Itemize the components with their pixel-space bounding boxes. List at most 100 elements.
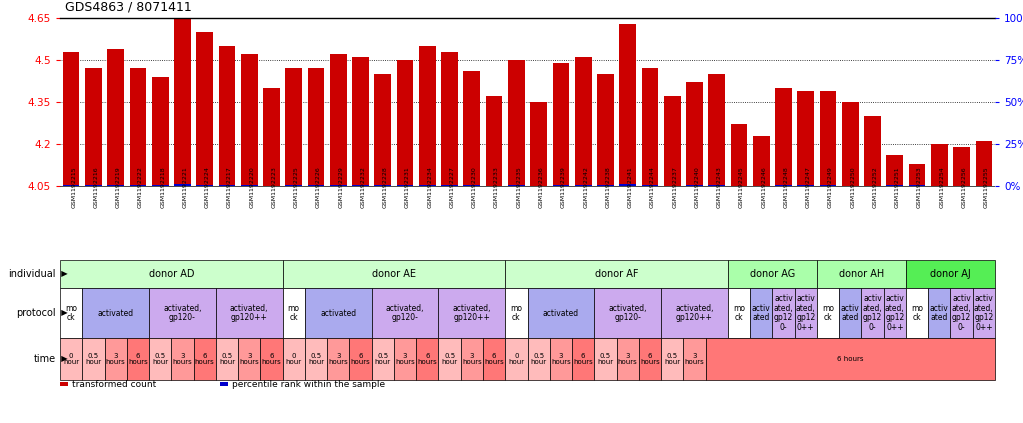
Bar — [727, 260, 817, 288]
Text: GSM1192238: GSM1192238 — [606, 167, 611, 208]
Bar — [597, 74, 614, 186]
Bar — [282, 260, 505, 288]
Text: percentile rank within the sample: percentile rank within the sample — [232, 379, 386, 388]
Bar — [263, 88, 280, 186]
Text: transformed count: transformed count — [73, 379, 157, 388]
Bar — [460, 338, 483, 380]
Bar — [308, 69, 324, 186]
Bar — [127, 338, 149, 380]
Text: GSM1192228: GSM1192228 — [383, 167, 388, 208]
Text: activ
ated: activ ated — [930, 304, 948, 322]
Bar — [505, 260, 727, 288]
Bar — [483, 338, 505, 380]
Bar — [839, 288, 861, 338]
Text: 3
hours: 3 hours — [462, 353, 482, 365]
Text: 0.5
hour: 0.5 hour — [85, 353, 101, 365]
Text: mo
ck: mo ck — [65, 304, 77, 322]
Bar — [394, 338, 416, 380]
Bar — [686, 82, 703, 186]
Bar — [439, 288, 505, 338]
Bar — [62, 185, 80, 186]
Bar — [928, 288, 950, 338]
Bar — [219, 46, 235, 186]
Bar — [950, 288, 973, 338]
Text: GSM1192224: GSM1192224 — [205, 167, 210, 209]
Bar — [107, 185, 124, 186]
Bar — [149, 288, 216, 338]
Bar — [819, 91, 837, 186]
Bar — [661, 288, 727, 338]
Bar — [528, 288, 594, 338]
Text: donor AF: donor AF — [594, 269, 638, 279]
Text: activ
ated: activ ated — [841, 304, 859, 322]
Bar — [305, 288, 371, 338]
Text: activ
ated,
gp12
0++: activ ated, gp12 0++ — [885, 294, 904, 332]
Bar — [85, 69, 101, 186]
Bar — [416, 338, 439, 380]
Bar — [706, 338, 995, 380]
Bar — [130, 185, 146, 186]
Text: 0.5
hour: 0.5 hour — [152, 353, 168, 365]
Text: activated,
gp120++: activated, gp120++ — [452, 304, 491, 322]
Bar — [216, 338, 238, 380]
Text: mo
ck: mo ck — [510, 304, 523, 322]
Text: GSM1192223: GSM1192223 — [271, 167, 276, 209]
Bar — [884, 288, 906, 338]
Bar — [572, 338, 594, 380]
Text: 0.5
hour: 0.5 hour — [442, 353, 457, 365]
Bar — [664, 96, 680, 186]
Text: 3
hours: 3 hours — [618, 353, 637, 365]
Text: GSM1192225: GSM1192225 — [294, 167, 299, 208]
Bar — [282, 288, 305, 338]
Bar — [708, 185, 725, 186]
Bar — [330, 185, 347, 186]
Text: 0.5
hour: 0.5 hour — [219, 353, 235, 365]
Text: mo
ck: mo ck — [822, 304, 834, 322]
Bar — [505, 338, 528, 380]
Text: time: time — [34, 354, 56, 364]
Bar — [575, 185, 591, 186]
Text: 0.5
hour: 0.5 hour — [664, 353, 680, 365]
Bar — [973, 288, 995, 338]
Text: GDS4863 / 8071411: GDS4863 / 8071411 — [65, 1, 191, 14]
Text: 6
hours: 6 hours — [351, 353, 370, 365]
Bar — [419, 185, 436, 186]
Bar — [240, 185, 258, 186]
Bar — [107, 49, 124, 186]
Text: GSM1192245: GSM1192245 — [739, 167, 744, 208]
Bar — [82, 338, 104, 380]
Bar — [597, 185, 614, 186]
Text: 0
hour: 0 hour — [63, 353, 79, 365]
Text: GSM1192246: GSM1192246 — [761, 167, 766, 208]
Bar — [174, 184, 190, 186]
Text: activ
ated,
gp12
0++: activ ated, gp12 0++ — [796, 294, 815, 332]
Text: GSM1192229: GSM1192229 — [339, 167, 344, 209]
Text: 0
hour: 0 hour — [285, 353, 302, 365]
Text: activated: activated — [543, 308, 579, 318]
Text: activ
ated,
gp12
0++: activ ated, gp12 0++ — [974, 294, 993, 332]
Bar — [463, 185, 480, 186]
Bar — [775, 185, 792, 186]
Bar — [797, 91, 814, 186]
Bar — [419, 46, 436, 186]
Bar — [371, 288, 439, 338]
Text: 6
hours: 6 hours — [194, 353, 215, 365]
Bar — [174, 18, 190, 186]
Text: GSM1192233: GSM1192233 — [494, 167, 499, 209]
Text: GSM1192227: GSM1192227 — [449, 167, 454, 209]
Text: ▶: ▶ — [56, 354, 68, 363]
Bar — [906, 288, 928, 338]
Text: activ
ated: activ ated — [752, 304, 770, 322]
Bar — [151, 185, 169, 186]
Bar — [549, 338, 572, 380]
Bar — [397, 185, 413, 186]
Bar — [196, 32, 213, 186]
Text: activ
ated,
gp12
0-: activ ated, gp12 0- — [862, 294, 883, 332]
Bar — [219, 185, 235, 186]
Bar — [617, 338, 638, 380]
Bar — [371, 338, 394, 380]
Bar — [906, 260, 995, 288]
Text: activated: activated — [97, 308, 134, 318]
Bar — [374, 74, 391, 186]
Text: GSM1192231: GSM1192231 — [405, 167, 410, 208]
